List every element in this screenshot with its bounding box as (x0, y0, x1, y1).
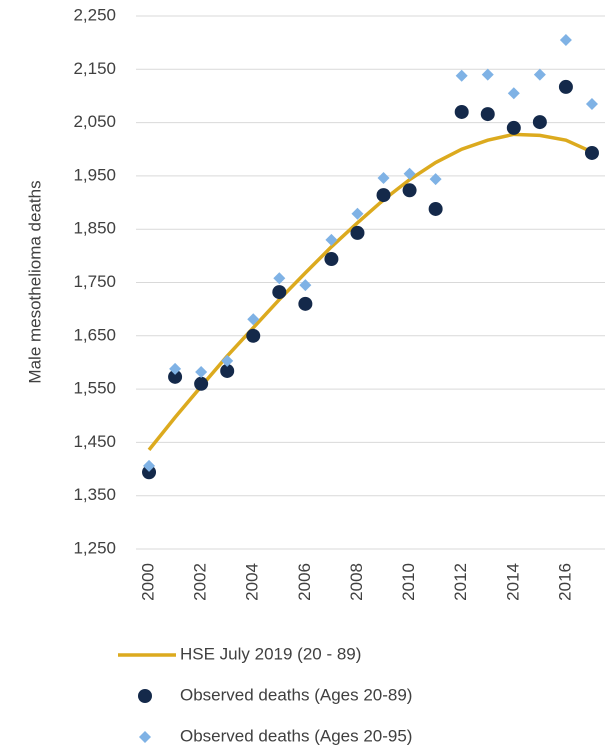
circle-point (558, 79, 573, 94)
y-tick-label: 1,750 (73, 272, 116, 291)
circle-point (454, 104, 469, 119)
diamond-point (221, 354, 234, 367)
y-tick-label: 1,450 (73, 432, 116, 451)
x-tick-label: 2012 (451, 563, 470, 601)
diamond-point (169, 362, 182, 375)
diamond-point (559, 33, 572, 46)
trend-line (147, 132, 593, 451)
y-tick-label: 2,150 (73, 59, 116, 78)
diamond-point (377, 172, 390, 185)
diamond-point (195, 366, 208, 379)
circle-point (142, 465, 157, 480)
diamond-point (247, 313, 260, 326)
circle-point (428, 201, 443, 216)
x-tick-label: 2016 (555, 563, 574, 601)
diamond-point (143, 459, 156, 472)
x-tick-label: 2002 (191, 563, 210, 601)
diamond-point (533, 68, 546, 81)
circle-point (506, 120, 521, 135)
circle-point (402, 183, 417, 198)
legend-label: HSE July 2019 (20 - 89) (180, 644, 361, 663)
y-tick-label: 1,550 (73, 379, 116, 398)
x-tick-label: 2006 (295, 563, 314, 601)
y-tick-label: 1,850 (73, 219, 116, 238)
x-tick-label: 2000 (139, 563, 158, 601)
diamond-point (299, 279, 312, 292)
circle-point (532, 115, 547, 130)
circle-point (246, 328, 261, 343)
circle-point (324, 252, 339, 267)
circle-point (298, 296, 313, 311)
circle-point (376, 188, 391, 203)
circle-point (350, 225, 365, 240)
x-tick-label: 2010 (399, 563, 418, 601)
y-tick-label: 1,650 (73, 325, 116, 344)
legend-label: Observed deaths (Ages 20-95) (180, 726, 412, 745)
y-tick-label: 2,250 (73, 5, 116, 24)
x-tick-label: 2008 (347, 563, 366, 601)
circle-point (168, 369, 183, 384)
legend-label: Observed deaths (Ages 20-89) (180, 685, 412, 704)
diamond-point (455, 69, 468, 82)
diamond-point (585, 97, 598, 110)
y-tick-label: 2,050 (73, 112, 116, 131)
diamond-point (403, 167, 416, 180)
diamond-point (351, 207, 364, 220)
circle-point (220, 363, 235, 378)
circle-point (272, 285, 287, 300)
diamond-point (481, 68, 494, 81)
diamond-point (325, 233, 338, 246)
circle-point (480, 107, 495, 122)
circle-point (194, 376, 209, 391)
y-tick-label: 1,350 (73, 485, 116, 504)
y-axis-label: Male mesothelioma deaths (25, 180, 44, 383)
circle-point (584, 145, 599, 160)
diamond-point (507, 87, 520, 100)
y-tick-label: 1,250 (73, 538, 116, 557)
legend-swatch (139, 731, 151, 743)
y-tick-label: 1,950 (73, 165, 116, 184)
diamond-point (429, 173, 442, 186)
diamond-point (273, 272, 286, 285)
x-tick-label: 2004 (243, 563, 262, 601)
x-tick-label: 2014 (503, 563, 522, 601)
legend-swatch (138, 689, 152, 703)
